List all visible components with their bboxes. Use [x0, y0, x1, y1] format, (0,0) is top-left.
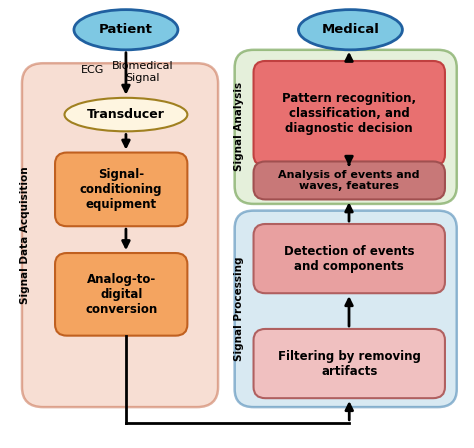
Text: Signal Analysis: Signal Analysis: [234, 82, 245, 171]
Text: Pattern recognition,
classification, and
diagnostic decision: Pattern recognition, classification, and…: [282, 92, 416, 135]
Ellipse shape: [64, 98, 187, 131]
Text: Analysis of events and
waves, features: Analysis of events and waves, features: [279, 170, 420, 191]
FancyBboxPatch shape: [235, 50, 457, 204]
Text: Signal Processing: Signal Processing: [234, 257, 245, 361]
FancyBboxPatch shape: [254, 224, 445, 293]
FancyBboxPatch shape: [55, 152, 187, 226]
Text: Patient: Patient: [99, 23, 153, 36]
Ellipse shape: [74, 9, 178, 50]
Text: Signal-
conditioning
equipment: Signal- conditioning equipment: [80, 168, 163, 211]
Text: Filtering by removing
artifacts: Filtering by removing artifacts: [278, 349, 421, 378]
FancyBboxPatch shape: [254, 61, 445, 166]
FancyBboxPatch shape: [254, 329, 445, 398]
Text: Transducer: Transducer: [87, 108, 165, 121]
Text: Detection of events
and components: Detection of events and components: [284, 245, 414, 273]
FancyBboxPatch shape: [55, 253, 187, 336]
Text: ECG: ECG: [81, 65, 105, 75]
Ellipse shape: [299, 9, 402, 50]
Text: Analog-to-
digital
conversion: Analog-to- digital conversion: [85, 273, 157, 316]
Text: Biomedical
Signal: Biomedical Signal: [112, 61, 173, 83]
FancyBboxPatch shape: [254, 161, 445, 199]
Text: Medical: Medical: [321, 23, 379, 36]
FancyBboxPatch shape: [22, 63, 218, 407]
FancyBboxPatch shape: [235, 211, 457, 407]
Text: Signal Data Acquisition: Signal Data Acquisition: [20, 166, 30, 304]
